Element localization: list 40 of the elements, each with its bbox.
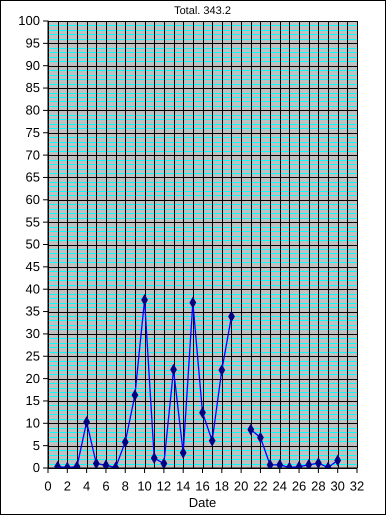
x-tick-label: 8: [122, 478, 129, 494]
y-tick-label: 30: [26, 326, 40, 342]
x-tick-label: 20: [234, 478, 248, 494]
x-axis-title: Date: [188, 495, 216, 510]
y-tick-label: 80: [26, 102, 40, 118]
y-tick-label: 20: [26, 370, 40, 386]
y-tick-label: 45: [26, 259, 40, 274]
y-tick-label: 55: [26, 214, 40, 230]
x-tick-label: 16: [195, 478, 210, 494]
y-tick-label: 70: [26, 147, 40, 162]
x-tick-label: 6: [102, 478, 110, 494]
x-tick-label: 26: [292, 478, 306, 494]
x-tick-label: 4: [83, 478, 90, 494]
y-tick-label: 0: [32, 460, 40, 476]
x-tick-label: 24: [272, 478, 287, 494]
y-tick-label: 95: [26, 36, 40, 51]
y-tick-label: 85: [26, 80, 40, 96]
x-tick-label: 28: [311, 478, 326, 494]
y-tick-label: 60: [26, 192, 40, 207]
x-tick-label: 22: [253, 478, 268, 494]
y-tick-label: 40: [26, 281, 40, 296]
y-tick-label: 15: [26, 393, 40, 408]
x-tick-label: 12: [156, 478, 172, 494]
x-tick-label: 10: [137, 478, 152, 494]
y-tick-label: 10: [26, 415, 40, 430]
y-tick-label: 90: [26, 58, 40, 73]
x-tick-label: 30: [330, 478, 345, 494]
x-tick-label: 14: [176, 478, 190, 494]
x-tick-label: 2: [64, 478, 71, 494]
x-tick-label: 32: [350, 478, 364, 494]
y-tick-label: 5: [32, 438, 40, 453]
chart-title: Total. 343.2: [174, 5, 231, 17]
y-tick-label: 50: [26, 236, 40, 252]
y-tick-label: 65: [26, 170, 40, 185]
y-tick-label: 100: [18, 13, 40, 28]
y-tick-label: 75: [26, 124, 40, 140]
x-tick-label: 0: [44, 478, 52, 494]
y-tick-label: 35: [26, 304, 40, 319]
x-tick-label: 18: [214, 478, 230, 494]
y-tick-label: 25: [26, 348, 40, 364]
